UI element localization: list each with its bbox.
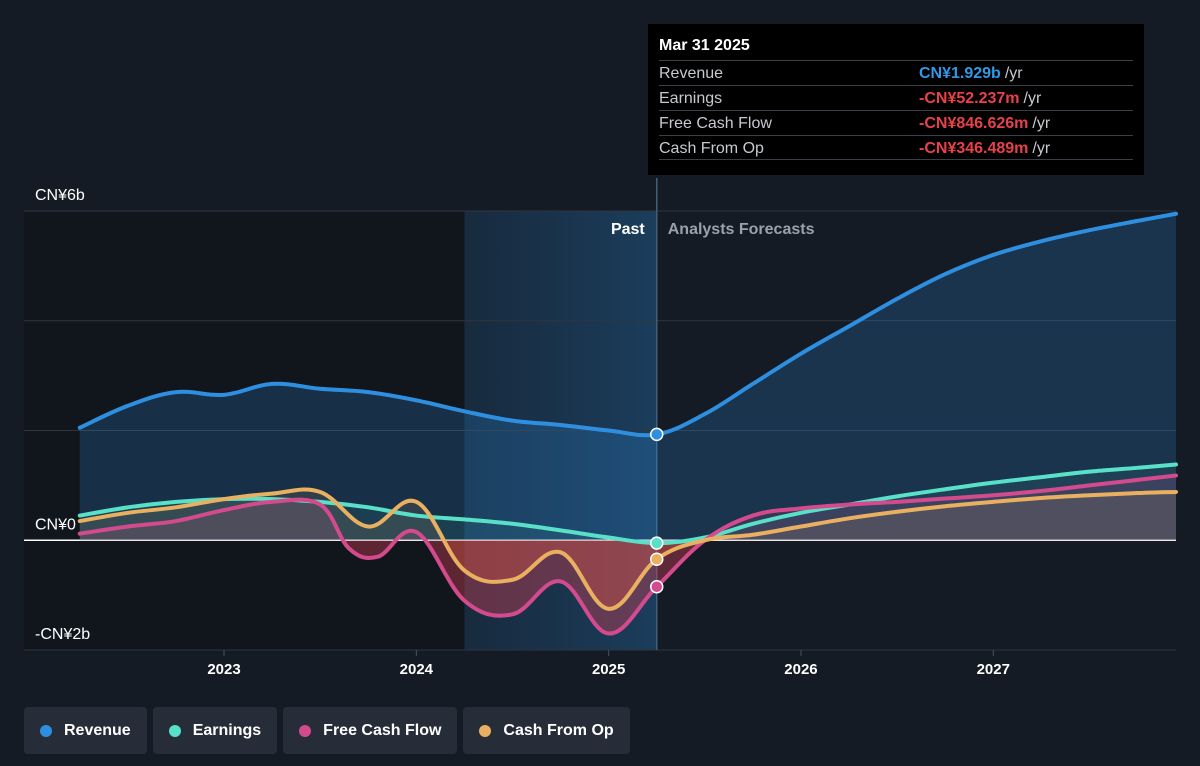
tooltip-label: Free Cash Flow xyxy=(659,115,772,132)
legend-item-revenue[interactable]: Revenue xyxy=(24,707,147,754)
earnings-area xyxy=(79,464,1177,544)
past-label: Past xyxy=(611,221,645,238)
legend-item-cash-from-op[interactable]: Cash From Op xyxy=(463,707,630,754)
forecast-label: Analysts Forecasts xyxy=(668,221,815,238)
cash-from-op-dot-icon xyxy=(479,724,492,737)
cash-from-op-current-point xyxy=(649,552,664,566)
tooltip-label: Cash From Op xyxy=(659,140,764,157)
cash-from-op-line xyxy=(77,487,1178,611)
y-tick-label: CN¥6b xyxy=(35,187,85,204)
y-tick-label: -CN¥2b xyxy=(35,626,90,643)
tooltip-row-cash-from-op: Cash From Op -CN¥346.489m /yr xyxy=(659,135,1133,160)
revenue-current-point xyxy=(649,427,664,442)
x-tick-label: 2025 xyxy=(592,661,625,678)
revenue-dot-icon xyxy=(40,724,52,737)
free-cash-flow-area xyxy=(79,475,1177,634)
free-cash-flow-negative-area xyxy=(79,540,1176,634)
earnings-current-point xyxy=(649,536,664,550)
free-cash-flow-current-point xyxy=(649,579,664,594)
tooltip-date: Mar 31 2025 xyxy=(659,37,750,54)
legend: Revenue Earnings Free Cash Flow Cash Fro… xyxy=(24,707,630,754)
tooltip-row-earnings: Earnings -CN¥52.237m /yr xyxy=(659,85,1133,110)
tooltip-row-revenue: Revenue CN¥1.929b /yr xyxy=(659,60,1133,85)
legend-label: Free Cash Flow xyxy=(323,721,442,739)
legend-label: Revenue xyxy=(64,721,131,739)
tooltip-value: -CN¥52.237m xyxy=(919,90,1020,107)
tooltip-row-free-cash-flow: Free Cash Flow -CN¥846.626m /yr xyxy=(659,110,1133,135)
legend-label: Earnings xyxy=(192,721,262,739)
legend-item-earnings[interactable]: Earnings xyxy=(152,707,278,754)
y-tick-label: CN¥0 xyxy=(35,516,76,533)
tooltip-value: -CN¥846.626m xyxy=(919,115,1029,132)
tooltip: Mar 31 2025 Revenue CN¥1.929b /yr Earnin… xyxy=(648,24,1144,175)
tooltip-unit: /yr xyxy=(1032,140,1051,157)
x-tick-label: 2027 xyxy=(977,661,1010,678)
free-cash-flow-line xyxy=(77,473,1178,636)
revenue-line xyxy=(77,211,1178,438)
x-tick-label: 2026 xyxy=(784,661,817,678)
tooltip-label: Earnings xyxy=(659,90,723,107)
tooltip-unit: /yr xyxy=(1032,115,1051,132)
revenue-area xyxy=(79,213,1177,541)
cash-from-op-area xyxy=(79,489,1177,609)
x-tick-label: 2023 xyxy=(207,661,240,678)
legend-label: Cash From Op xyxy=(503,721,614,739)
free-cash-flow-dot-icon xyxy=(299,724,312,737)
legend-item-free-cash-flow[interactable]: Free Cash Flow xyxy=(283,707,458,754)
tooltip-unit: /yr xyxy=(1023,90,1042,107)
tooltip-value: CN¥1.929b xyxy=(919,65,1001,82)
earnings-dot-icon xyxy=(168,724,181,737)
cash-from-op-negative-area xyxy=(79,540,1176,609)
tooltip-value: -CN¥346.489m xyxy=(919,140,1029,157)
x-tick-label: 2024 xyxy=(400,661,434,678)
tooltip-label: Revenue xyxy=(659,65,724,82)
tooltip-unit: /yr xyxy=(1004,65,1023,82)
earnings-line xyxy=(77,462,1178,546)
